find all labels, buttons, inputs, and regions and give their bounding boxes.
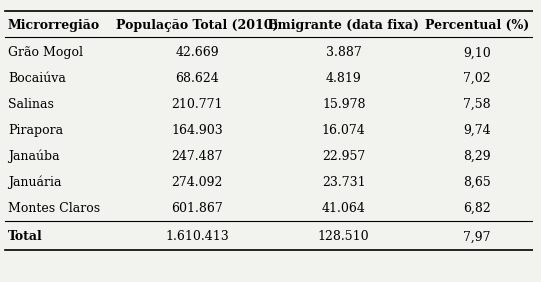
Text: Percentual (%): Percentual (%) bbox=[425, 19, 529, 32]
Text: Total: Total bbox=[8, 230, 43, 243]
Text: 8,65: 8,65 bbox=[463, 176, 491, 189]
Text: 210.771: 210.771 bbox=[171, 98, 223, 111]
Text: 7,97: 7,97 bbox=[463, 230, 491, 243]
Text: 41.064: 41.064 bbox=[322, 202, 366, 215]
Text: 6,82: 6,82 bbox=[463, 202, 491, 215]
Text: Januária: Januária bbox=[8, 176, 62, 189]
Text: 68.624: 68.624 bbox=[175, 72, 219, 85]
Text: 1.610.413: 1.610.413 bbox=[166, 230, 229, 243]
Text: Salinas: Salinas bbox=[8, 98, 54, 111]
Text: 128.510: 128.510 bbox=[318, 230, 370, 243]
Text: 7,02: 7,02 bbox=[463, 72, 491, 85]
Text: 9,10: 9,10 bbox=[463, 46, 491, 59]
Text: 22.957: 22.957 bbox=[322, 150, 365, 163]
Text: Pirapora: Pirapora bbox=[8, 124, 63, 137]
Text: 164.903: 164.903 bbox=[171, 124, 223, 137]
Text: Bocaiúva: Bocaiúva bbox=[8, 72, 66, 85]
Text: 601.867: 601.867 bbox=[171, 202, 223, 215]
Text: Grão Mogol: Grão Mogol bbox=[8, 46, 83, 59]
Text: 16.074: 16.074 bbox=[322, 124, 366, 137]
Text: 7,58: 7,58 bbox=[463, 98, 491, 111]
Text: 274.092: 274.092 bbox=[171, 176, 223, 189]
Text: 247.487: 247.487 bbox=[171, 150, 223, 163]
Text: 9,74: 9,74 bbox=[463, 124, 491, 137]
Text: População Total (2010): População Total (2010) bbox=[116, 19, 279, 32]
Text: 15.978: 15.978 bbox=[322, 98, 366, 111]
Text: 4.819: 4.819 bbox=[326, 72, 361, 85]
Text: Janaúba: Janaúba bbox=[8, 150, 60, 163]
Text: 42.669: 42.669 bbox=[175, 46, 219, 59]
Text: Emigrante (data fixa): Emigrante (data fixa) bbox=[268, 19, 419, 32]
Text: Microrregião: Microrregião bbox=[8, 19, 100, 32]
Text: Montes Claros: Montes Claros bbox=[8, 202, 100, 215]
Text: 3.887: 3.887 bbox=[326, 46, 361, 59]
Text: 23.731: 23.731 bbox=[322, 176, 366, 189]
Text: 8,29: 8,29 bbox=[463, 150, 491, 163]
